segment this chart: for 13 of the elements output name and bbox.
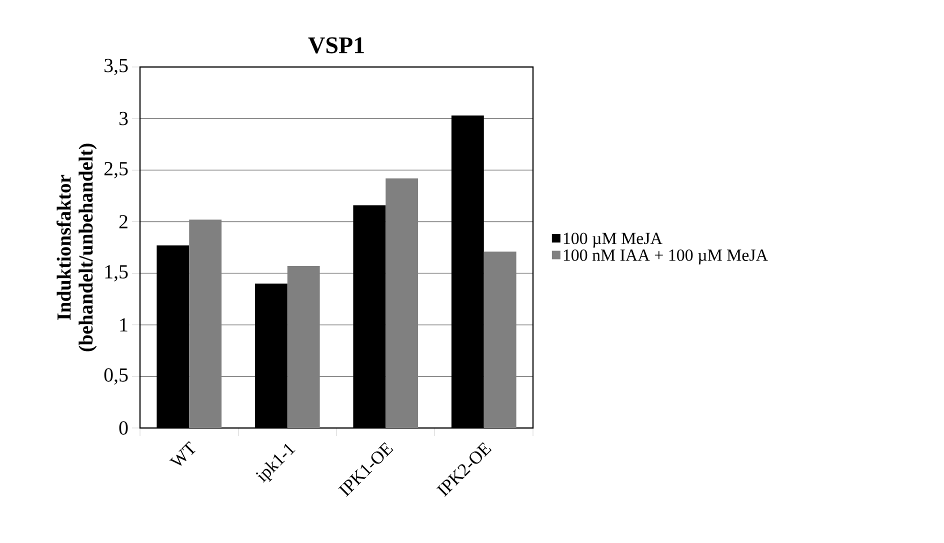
legend-label: 100 µM MeJA — [564, 232, 662, 248]
y-tick-label: 0,5 — [104, 368, 128, 385]
y-tick-label: 2 — [119, 215, 128, 228]
y-tick-label: 0 — [119, 421, 128, 435]
chart-title: VSP1 — [308, 37, 364, 54]
y-tick-label: 3,5 — [104, 58, 128, 76]
y-tick-label: 2,5 — [104, 162, 128, 178]
legend-label: 100 nM IAA + 100 µM MeJA — [564, 249, 768, 264]
x-tick-label: WT — [169, 441, 196, 466]
y-axis-title: Induktionsfaktor (behandelt/unbehandelt) — [56, 144, 97, 352]
y-tick-label: 3 — [119, 112, 128, 126]
y-tick-label: 1 — [120, 318, 128, 332]
y-tick-label: 1,5 — [105, 265, 128, 282]
